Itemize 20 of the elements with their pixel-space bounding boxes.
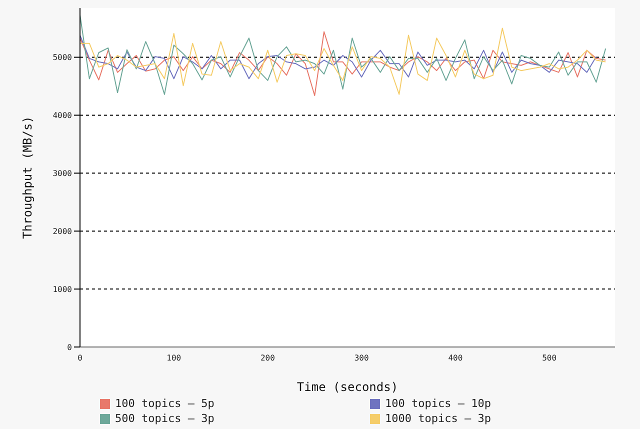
y-tick-label: 1000	[52, 284, 72, 294]
y-tick-label: 2000	[52, 226, 72, 236]
legend-label: 500 topics – 3p	[115, 412, 214, 425]
x-tick-label: 400	[448, 354, 463, 363]
legend-label: 1000 topics – 3p	[385, 412, 491, 425]
y-tick-label: 5000	[52, 53, 72, 62]
y-tick-label: 3000	[52, 168, 72, 178]
y-tick-label: 4000	[52, 111, 72, 120]
y-tick-label: 0	[67, 342, 72, 352]
x-tick-label: 0	[78, 354, 83, 363]
legend-label: 100 topics – 5p	[115, 397, 214, 410]
line-series	[80, 34, 597, 80]
x-axis-title: Time (seconds)	[296, 380, 398, 394]
line-series	[80, 14, 606, 95]
legend-label: 100 topics – 10p	[385, 397, 491, 410]
y-axis-title: Throughput (MB/s)	[20, 116, 34, 239]
x-tick-label: 100	[166, 354, 182, 363]
x-tick-label: 200	[260, 354, 276, 363]
x-tick-label: 300	[354, 354, 369, 363]
x-tick-label: 500	[542, 354, 557, 363]
